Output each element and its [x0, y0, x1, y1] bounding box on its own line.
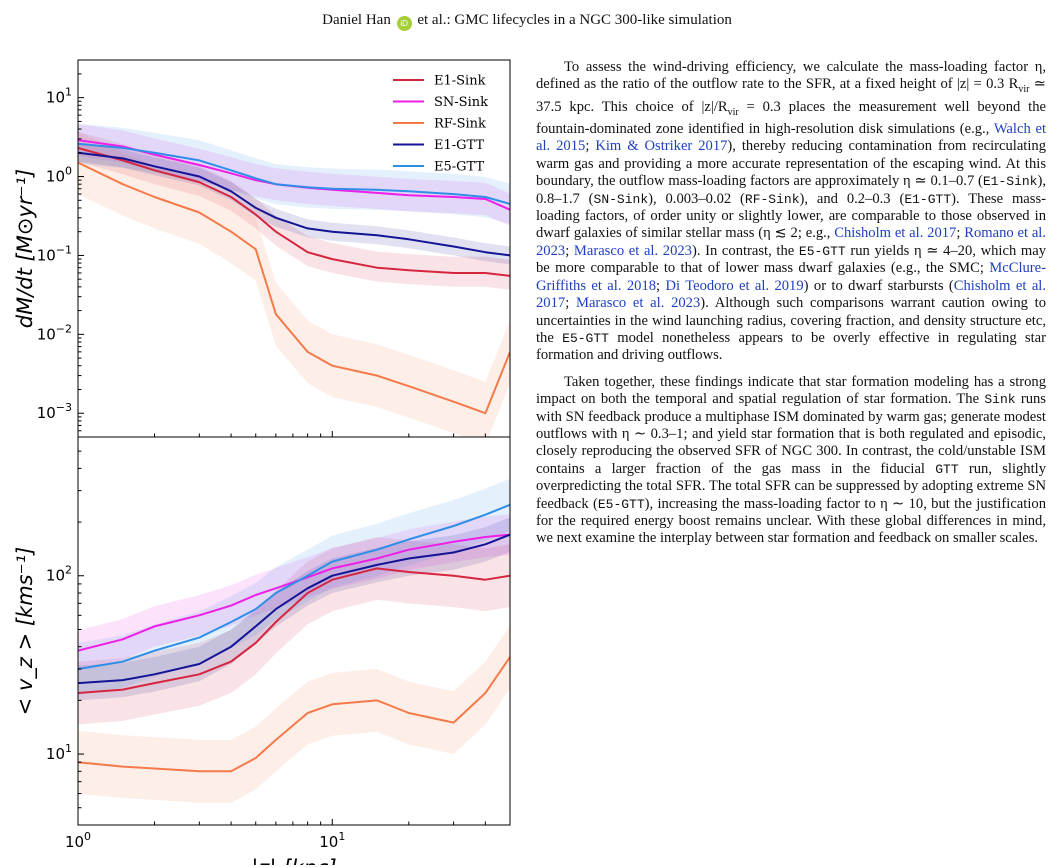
text-run: run yields η ≃ 4–20, which may be more c…: [536, 242, 1047, 277]
figure-outflow-profiles: 101 100 10−1 10−2 10−3 dM/dt [M⊙yr⁻¹] 102 101 < …: [0, 40, 520, 865]
citation-link[interactable]: Chisholm et al. 2017: [834, 225, 957, 242]
series-line-e1-gtt: [78, 151, 510, 257]
axes-frame-bottom: [77, 436, 511, 826]
run-name: E1-Sink: [982, 174, 1038, 190]
x-tick-label: 100: [65, 830, 91, 851]
y-tick-label: 101: [46, 742, 72, 763]
legend: E1-Sink SN-Sink RF-Sink E1-GTT E5-GTT: [393, 74, 488, 175]
text-run: ;: [656, 277, 666, 294]
text-run: To assess the wind-driving efficiency, w…: [536, 59, 1046, 93]
text-run: runs with SN feedback produce a multipha…: [536, 391, 1046, 477]
plot-area-bottom: [78, 478, 510, 803]
series-line-e1-sink: [78, 147, 510, 277]
text-run: ), increasing the mass-loading factor to…: [536, 495, 1046, 547]
paragraph-summary: Taken together, these findings indicate …: [536, 374, 1046, 548]
text-run: ;: [565, 242, 574, 259]
band-e1-sink: [78, 131, 510, 290]
text-run: run, slightly overpredicting the total S…: [536, 460, 1047, 512]
run-name: E5-GTT: [562, 330, 609, 346]
legend-label-sn-sink: SN-Sink: [434, 95, 488, 110]
text-run: ;: [585, 138, 596, 155]
text-run: ), thereby reducing contamination from r…: [536, 138, 1046, 190]
series-line-e1-sink: [78, 567, 510, 694]
text-run: Taken together, these findings indicate …: [536, 373, 1046, 408]
band-sn-sink: [78, 124, 510, 226]
x-axis-label: |z| [kpc]: [251, 856, 336, 865]
y-tick-label: 102: [46, 564, 72, 585]
series-line-e5-gtt: [78, 142, 510, 205]
header-author: Daniel Han: [322, 12, 391, 28]
orcid-icon[interactable]: iD: [396, 16, 412, 31]
y-tick-label: 10−1: [37, 243, 72, 264]
band-e1-gtt: [78, 517, 510, 701]
band-sn-sink: [78, 514, 510, 671]
subscript: vir: [727, 106, 739, 118]
text-run: ), 0.8–1.7 (: [536, 173, 1046, 207]
run-name: RF-Sink: [744, 191, 800, 207]
citation-link[interactable]: Marasco et al. 2023: [573, 242, 692, 259]
plot-area-top: [78, 123, 510, 437]
run-name: Sink: [984, 392, 1016, 408]
x-tick-label: 101: [319, 830, 345, 851]
series-line-sn-sink: [78, 533, 510, 652]
text-run: ). Although such comparisons warrant cau…: [536, 295, 1047, 346]
running-header: Daniel Han iD et al.: GMC lifecycles in …: [0, 12, 1054, 31]
run-name: E1-GTT: [904, 191, 952, 207]
series-line-rf-sink: [78, 161, 510, 415]
citation-link[interactable]: Di Teodoro et al. 2019: [665, 277, 804, 294]
citation-link[interactable]: Walch et al. 2015: [536, 121, 1046, 155]
series-line-rf-sink: [78, 656, 510, 773]
text-run: ), 0.003–0.02 (: [648, 190, 745, 207]
run-name: GTT: [935, 461, 959, 477]
legend-label-e1-gtt: E1-GTT: [434, 138, 484, 153]
run-name: E5-GTT: [798, 243, 846, 259]
text-run: ;: [956, 225, 965, 242]
y-tick-label: 101: [46, 86, 72, 107]
panel-bottom: 102 101 < v_z > [kms⁻¹]: [13, 436, 511, 826]
text-run: ) or to dwarf starbursts (: [803, 277, 954, 294]
text-run: model nonetheless appears to be overly e…: [536, 329, 1046, 364]
band-rf-sink: [78, 625, 510, 803]
series-line-e5-gtt: [78, 503, 510, 670]
citation-link[interactable]: Marasco et al. 2023: [575, 295, 701, 312]
citation-link[interactable]: McClure-Griffiths et al. 2018: [536, 260, 1046, 294]
text-run: ;: [565, 295, 576, 312]
panel-top: 101 100 10−1 10−2 10−3 dM/dt [M⊙yr⁻¹]: [13, 59, 511, 438]
paragraph-mass-loading: To assess the wind-driving efficiency, w…: [536, 59, 1046, 365]
citation-link[interactable]: Chisholm et al. 2017: [536, 277, 1047, 312]
body-text: To assess the wind-driving efficiency, w…: [536, 59, 1046, 557]
run-name: E5-GTT: [597, 496, 645, 512]
subscript: vir: [1018, 84, 1030, 96]
legend-label-e1-sink: E1-Sink: [434, 74, 486, 89]
y-axis-label-top: dM/dt [M⊙yr⁻¹]: [13, 169, 37, 328]
text-run: ≃ 37.5 kpc. This choice of |z|/R: [536, 76, 1046, 115]
citation-link[interactable]: Kim & Ostriker 2017: [595, 138, 728, 155]
y-tick-label: 100: [46, 165, 72, 186]
legend-label-e5-gtt: E5-GTT: [434, 160, 484, 175]
text-run: = 0.3 places the measurement well beyond…: [536, 98, 1046, 138]
citation-link[interactable]: Romano et al. 2023: [536, 225, 1046, 259]
text-run: ). In contrast, the: [691, 242, 799, 259]
legend-label-rf-sink: RF-Sink: [434, 117, 486, 132]
series-line-e1-gtt: [78, 533, 510, 685]
header-title: et al.: GMC lifecycles in a NGC 300-like…: [417, 12, 732, 28]
run-name: SN-Sink: [593, 191, 649, 207]
outflow-chart: 101 100 10−1 10−2 10−3 dM/dt [M⊙yr⁻¹] 102 101 < …: [13, 59, 511, 865]
band-e5-gtt: [78, 123, 510, 224]
y-tick-label: 10−2: [37, 322, 72, 343]
text-run: ). These mass-loading factors, of order …: [536, 190, 1047, 242]
text-run: ), and 0.2–0.3 (: [799, 190, 905, 207]
y-axis-label-bottom: < v_z > [kms⁻¹]: [13, 547, 38, 716]
y-tick-label: 10−3: [37, 401, 72, 422]
